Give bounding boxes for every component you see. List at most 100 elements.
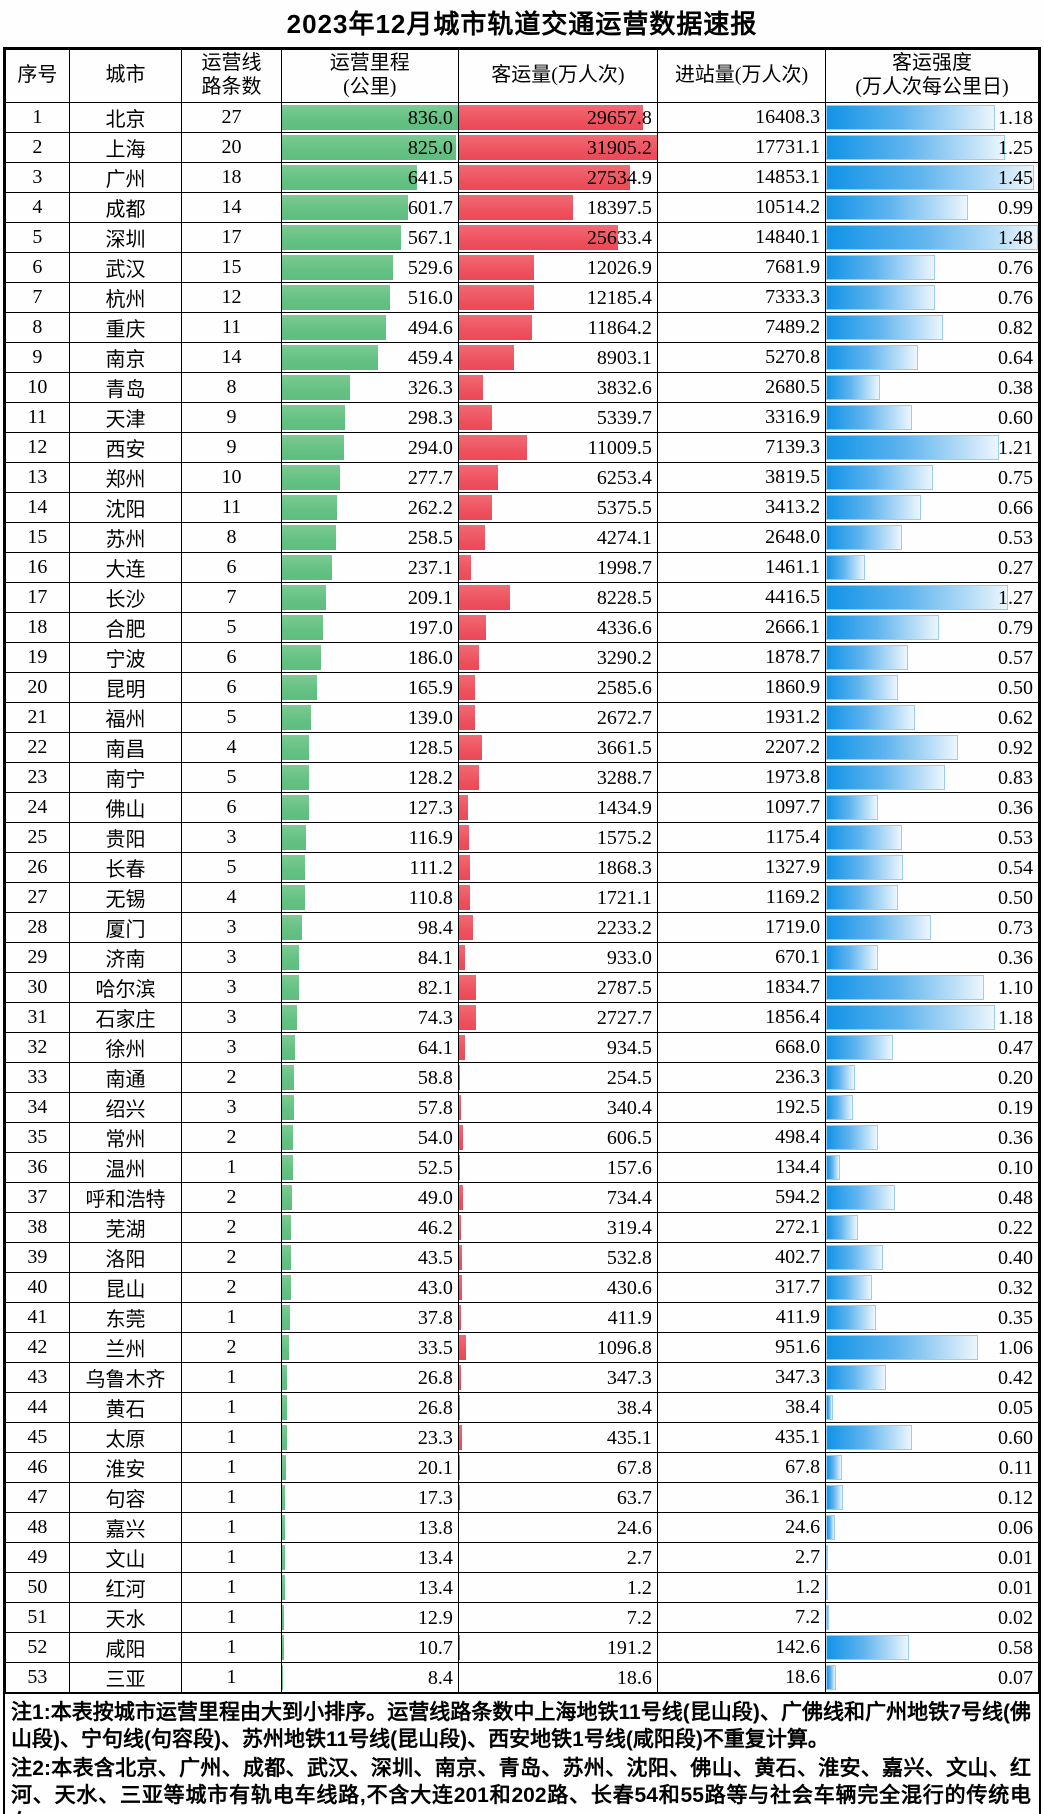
- intensity-cell: 0.53: [825, 522, 1039, 553]
- passengers-cell-value: 2585.6: [596, 676, 652, 699]
- city-cell: 南通: [68, 1062, 183, 1093]
- lines-cell: 11: [181, 492, 282, 523]
- mileage-cell: 111.2: [280, 852, 459, 883]
- intensity-cell-value: 0.75: [998, 466, 1033, 489]
- mileage-cell-value: 64.1: [417, 1036, 453, 1059]
- intensity-cell: 0.75: [825, 462, 1039, 493]
- passengers-cell: 27534.9: [457, 162, 658, 193]
- city-cell: 哈尔滨: [68, 972, 183, 1003]
- passengers-cell: 532.8: [457, 1242, 658, 1273]
- rank-cell: 47: [5, 1482, 70, 1513]
- city-cell: 沈阳: [68, 492, 183, 523]
- mileage-cell-value: 43.5: [417, 1246, 453, 1269]
- mileage-bar: [282, 165, 417, 190]
- lines-cell: 2: [181, 1212, 282, 1243]
- lines-cell: 3: [181, 942, 282, 973]
- city-cell: 徐州: [68, 1032, 183, 1063]
- intensity-cell-value: 0.62: [998, 706, 1033, 729]
- rank-cell: 30: [5, 972, 70, 1003]
- table-row: 7 杭州 12 516.0 12185.4 7333.3 0.76: [5, 282, 1039, 313]
- entries-cell: 7681.9: [656, 252, 827, 283]
- intensity-cell-value: 0.01: [998, 1546, 1033, 1569]
- entries-cell: 272.1: [656, 1212, 827, 1243]
- passengers-cell: 12185.4: [457, 282, 658, 313]
- passengers-cell: 63.7: [457, 1482, 658, 1513]
- passengers-cell-value: 2.7: [626, 1546, 652, 1569]
- intensity-bar: [826, 1335, 978, 1360]
- passengers-cell: 24.6: [457, 1512, 658, 1543]
- intensity-cell-value: 0.92: [998, 736, 1033, 759]
- rank-cell: 43: [5, 1362, 70, 1393]
- mileage-cell: 262.2: [280, 492, 459, 523]
- mileage-cell: 116.9: [280, 822, 459, 853]
- mileage-cell-value: 209.1: [407, 586, 453, 609]
- passengers-cell: 18397.5: [457, 192, 658, 223]
- passengers-cell-value: 8228.5: [596, 586, 652, 609]
- intensity-cell: 0.53: [825, 822, 1039, 853]
- table-row: 5 深圳 17 567.1 25633.4 14840.1 1.48: [5, 222, 1039, 253]
- table-row: 51 天水 1 12.9 7.2 7.2 0.02: [5, 1602, 1039, 1633]
- intensity-cell-value: 0.64: [998, 346, 1033, 369]
- mileage-bar: [282, 525, 337, 550]
- intensity-cell: 0.11: [825, 1452, 1039, 1483]
- mileage-cell: 494.6: [280, 312, 459, 343]
- notes-block: 注1:本表按城市运营里程由大到小排序。运营线路条数中上海地铁11号线(昆山段)、…: [5, 1693, 1039, 1814]
- table-row: 1 北京 27 836.0 29657.8 16408.3 1.18: [5, 102, 1039, 133]
- mileage-cell-value: 26.8: [417, 1396, 453, 1419]
- entries-cell: 1175.4: [656, 822, 827, 853]
- intensity-cell-value: 0.57: [998, 646, 1033, 669]
- intensity-bar: [826, 1575, 829, 1600]
- passengers-cell-value: 12026.9: [586, 256, 652, 279]
- entries-cell: 192.5: [656, 1092, 827, 1123]
- table-row: 12 西安 9 294.0 11009.5 7139.3 1.21: [5, 432, 1039, 463]
- passengers-bar: [459, 375, 483, 400]
- intensity-cell: 0.58: [825, 1632, 1039, 1663]
- intensity-bar: [826, 195, 968, 220]
- table-row: 23 南宁 5 128.2 3288.7 1973.8 0.83: [5, 762, 1039, 793]
- mileage-cell: 825.0: [280, 132, 459, 163]
- table-row: 29 济南 3 84.1 933.0 670.1 0.36: [5, 942, 1039, 973]
- intensity-cell-value: 0.60: [998, 1426, 1033, 1449]
- intensity-bar: [826, 1155, 841, 1180]
- intensity-cell-value: 1.25: [998, 136, 1033, 159]
- intensity-bar: [826, 285, 935, 310]
- passengers-cell: 934.5: [457, 1032, 658, 1063]
- rank-cell: 27: [5, 882, 70, 913]
- entries-cell: 951.6: [656, 1332, 827, 1363]
- intensity-bar: [826, 1005, 996, 1030]
- passengers-bar: [459, 645, 480, 670]
- mileage-cell: 10.7: [280, 1632, 459, 1663]
- mileage-bar: [282, 285, 391, 310]
- passengers-bar: [459, 1065, 461, 1090]
- entries-cell: 1878.7: [656, 642, 827, 673]
- intensity-cell-value: 0.07: [998, 1666, 1033, 1689]
- intensity-bar: [826, 795, 878, 820]
- intensity-cell: 1.18: [825, 1002, 1039, 1033]
- col-header-passengers: 客运量(万人次): [457, 49, 658, 103]
- entries-cell: 498.4: [656, 1122, 827, 1153]
- intensity-cell: 0.57: [825, 642, 1039, 673]
- mileage-cell: 128.2: [280, 762, 459, 793]
- lines-cell: 1: [181, 1542, 282, 1573]
- mileage-bar: [282, 105, 458, 130]
- mileage-cell: 139.0: [280, 702, 459, 733]
- intensity-cell-value: 0.11: [998, 1456, 1033, 1479]
- passengers-cell-value: 2727.7: [596, 1006, 652, 1029]
- mileage-cell-value: 127.3: [407, 796, 453, 819]
- rank-cell: 2: [5, 132, 70, 163]
- intensity-bar: [826, 1305, 877, 1330]
- mileage-bar: [282, 1215, 292, 1240]
- col-header-city: 城市: [68, 49, 183, 103]
- table-row: 17 长沙 7 209.1 8228.5 4416.5 1.27: [5, 582, 1039, 613]
- table-row: 3 广州 18 641.5 27534.9 14853.1 1.45: [5, 162, 1039, 193]
- city-cell: 咸阳: [68, 1632, 183, 1663]
- rank-cell: 10: [5, 372, 70, 403]
- intensity-bar: [826, 1485, 844, 1510]
- passengers-cell-value: 11009.5: [587, 436, 652, 459]
- intensity-cell: 0.64: [825, 342, 1039, 373]
- entries-cell: 1856.4: [656, 1002, 827, 1033]
- intensity-bar: [826, 1395, 834, 1420]
- passengers-bar: [459, 405, 492, 430]
- mileage-cell-value: 13.4: [417, 1546, 453, 1569]
- intensity-cell: 0.12: [825, 1482, 1039, 1513]
